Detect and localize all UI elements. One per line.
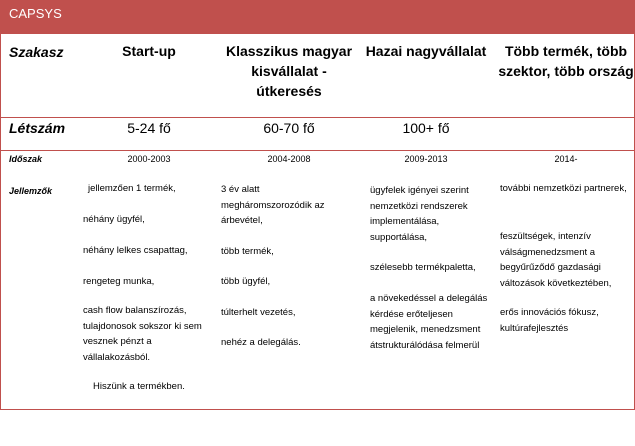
stage-small-company: Klasszikus magyar kisvállalat - útkeresé… <box>225 43 353 99</box>
trait-item: néhány ügyfél, <box>83 214 145 225</box>
trait-item: rengeteg munka, <box>83 276 155 287</box>
trait-item: további nemzetközi partnerek, <box>500 183 627 194</box>
table-title: CAPSYS <box>9 6 62 21</box>
trait-item: ügyfelek igényei szerint nemzetközi rend… <box>370 185 469 243</box>
capsys-table: CAPSYS Szakasz Start-up Klasszikus magya… <box>0 0 635 410</box>
headcount-large-company: 100+ fő <box>402 120 450 136</box>
trait-item: túlterhelt vezetés, <box>221 307 296 318</box>
trait-item: több termék, <box>221 246 274 257</box>
trait-item: jellemzően 1 termék, <box>88 183 176 194</box>
headcount-startup: 5-24 fő <box>127 120 171 136</box>
stage-multi-product: Több termék, több szektor, több ország <box>498 43 634 79</box>
row-divider-headcount <box>1 150 634 151</box>
period-large-company: 2009-2013 <box>404 154 448 164</box>
period-startup: 2000-2003 <box>127 154 171 164</box>
trait-item: 3 év alatt megháromszorozódik az árbevét… <box>221 184 325 226</box>
period-small-company: 2004-2008 <box>267 154 311 164</box>
stage-startup: Start-up <box>122 43 176 59</box>
trait-item: feszültségek, intenzív válságmenedzsment… <box>500 231 612 289</box>
stage-label: Szakasz <box>9 44 64 60</box>
row-divider-header <box>1 117 634 118</box>
trait-item: néhány lelkes csapattag, <box>83 245 188 256</box>
trait-item: cash flow balanszírozás, tulajdonosok so… <box>83 305 202 363</box>
trait-item: Hiszünk a termékben. <box>93 381 185 392</box>
period-label: Időszak <box>9 154 43 164</box>
title-bar: CAPSYS <box>1 1 634 34</box>
headcount-small-company: 60-70 fő <box>263 120 315 136</box>
trait-item: szélesebb termékpaletta, <box>370 262 476 273</box>
traits-label: Jellemzők <box>9 186 53 196</box>
headcount-label: Létszám <box>9 120 66 136</box>
trait-item: nehéz a delegálás. <box>221 337 301 348</box>
period-multi-product: 2014- <box>554 154 578 164</box>
trait-item: több ügyfél, <box>221 276 271 287</box>
trait-item: a növekedéssel a delegálás kérdése erőte… <box>370 293 488 351</box>
stage-large-company: Hazai nagyvállalat <box>365 43 487 59</box>
trait-item: erős innovációs fókusz, kultúrafejleszté… <box>500 307 599 334</box>
